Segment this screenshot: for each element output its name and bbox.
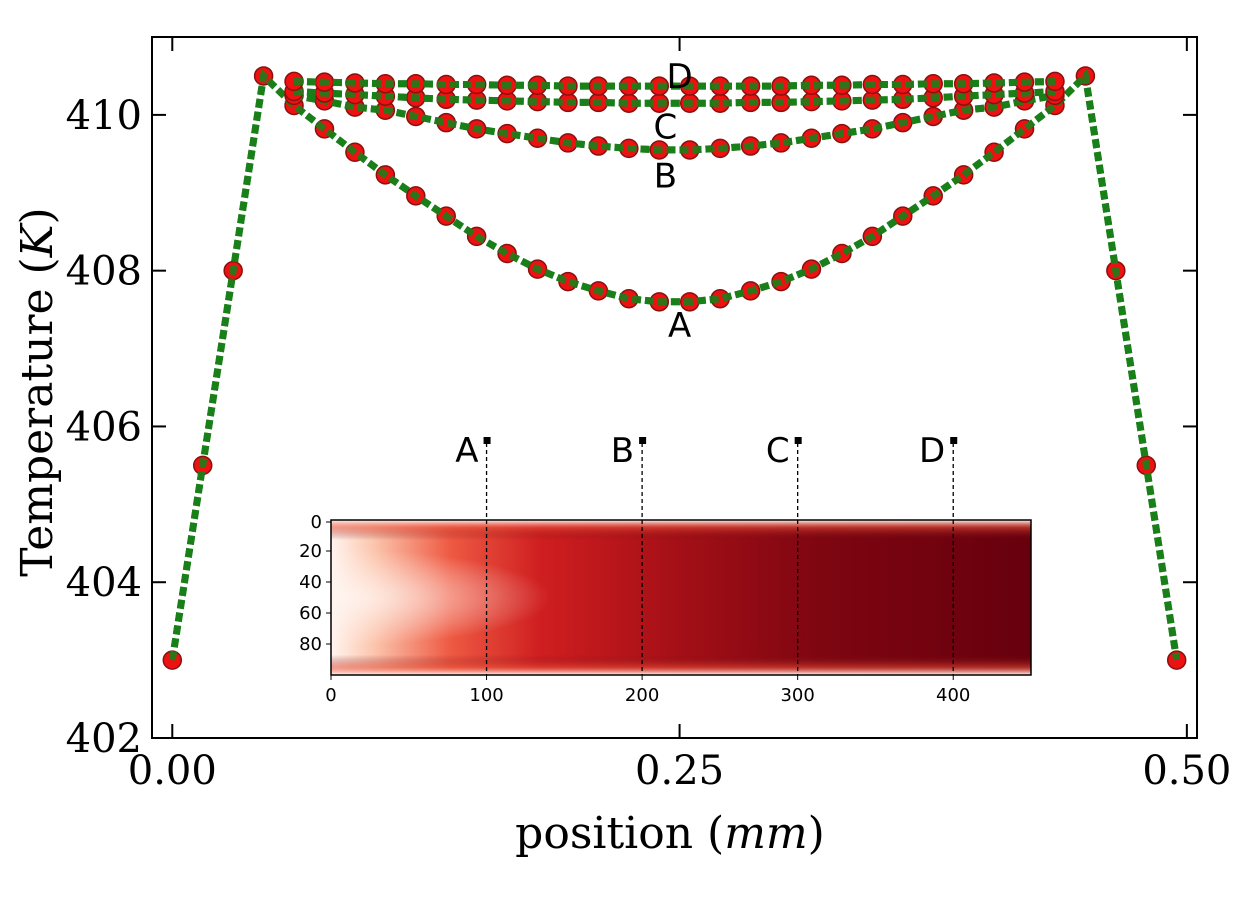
- probe-marker: [639, 437, 647, 444]
- probe-label: C: [766, 431, 790, 471]
- heatmap-wall-layer: [331, 520, 1031, 675]
- probe-marker: [794, 437, 802, 444]
- y-tick-label: 410: [66, 93, 142, 139]
- probe-B: B: [611, 431, 647, 675]
- inset-heatmap-image: [330, 519, 1032, 676]
- inset-x-tick-label: 300: [780, 685, 814, 706]
- x-axis-label-text: position: [515, 808, 693, 859]
- inset-y-tick-label: 60: [299, 603, 322, 624]
- inset-y-tick-label: 40: [299, 572, 322, 593]
- data-point: [1166, 650, 1187, 670]
- probe-label: A: [455, 431, 478, 471]
- y-axis-label-text: Temperature: [12, 288, 63, 576]
- curve-label-C: C: [653, 108, 677, 148]
- inset-x-tick-label: 200: [625, 685, 659, 706]
- x-axis-label: position (mm): [515, 808, 825, 859]
- inset-x-tick-label: 100: [469, 685, 503, 706]
- y-tick-label: 404: [66, 560, 142, 606]
- series-A: [162, 66, 1187, 670]
- y-tick-label: 402: [66, 716, 142, 762]
- x-tick-label: 0.50: [1142, 748, 1231, 794]
- series-group: [162, 66, 1187, 670]
- curve-label-B: B: [654, 157, 677, 197]
- inset-ticks: 0 100 200 300 400 0 20 40 60 80: [299, 512, 970, 706]
- inset-heatmap: A B C D 0 100 200 300 400 0 20 40 60 80: [299, 431, 1032, 706]
- probe-label: B: [611, 431, 634, 471]
- inset-x-tick-label: 0: [325, 685, 336, 706]
- probe-C: C: [766, 431, 802, 675]
- x-tick-label: 0.00: [128, 748, 217, 794]
- plot-border: [151, 36, 1198, 739]
- y-axis-label-unit: K: [12, 222, 63, 258]
- curve-labels: A BCD: [653, 57, 692, 346]
- x-axis-ticks: 0.00 0.25 0.50: [128, 37, 1231, 794]
- y-axis-label: Temperature (K): [12, 207, 63, 576]
- x-tick-label: 0.25: [635, 748, 724, 794]
- curve-label-D: D: [666, 57, 692, 97]
- series-line-overlay-A: [168, 68, 1181, 661]
- inset-y-tick-label: 0: [311, 512, 322, 533]
- series-C: [284, 81, 1065, 113]
- inset-y-tick-label: 20: [299, 541, 322, 562]
- series-line-overlay-B: [293, 91, 1056, 154]
- y-tick-label: 408: [66, 249, 142, 295]
- plot-frame: [151, 36, 1198, 739]
- series-D: [284, 71, 1065, 96]
- y-axis-ticks: 402 404 406 408 410: [66, 93, 1197, 762]
- heatmap-border: [330, 519, 1032, 676]
- x-axis-label-unit: mm: [724, 808, 807, 859]
- y-tick-label: 406: [66, 404, 142, 450]
- curve-label-A: A: [668, 306, 691, 346]
- inset-y-tick-label: 80: [299, 634, 322, 655]
- probe-label: D: [919, 431, 945, 471]
- probe-A: A: [455, 431, 491, 675]
- inset-x-tick-label: 400: [936, 685, 970, 706]
- series-line-overlay-C: [293, 88, 1056, 107]
- probe-marker: [950, 437, 958, 444]
- series-line-overlay-D: [293, 77, 1056, 90]
- probe-D: D: [919, 431, 958, 675]
- axis-labels: position (mm) Temperature (K): [12, 207, 825, 859]
- inset-probes: A B C D: [455, 431, 958, 675]
- probe-marker: [483, 437, 491, 444]
